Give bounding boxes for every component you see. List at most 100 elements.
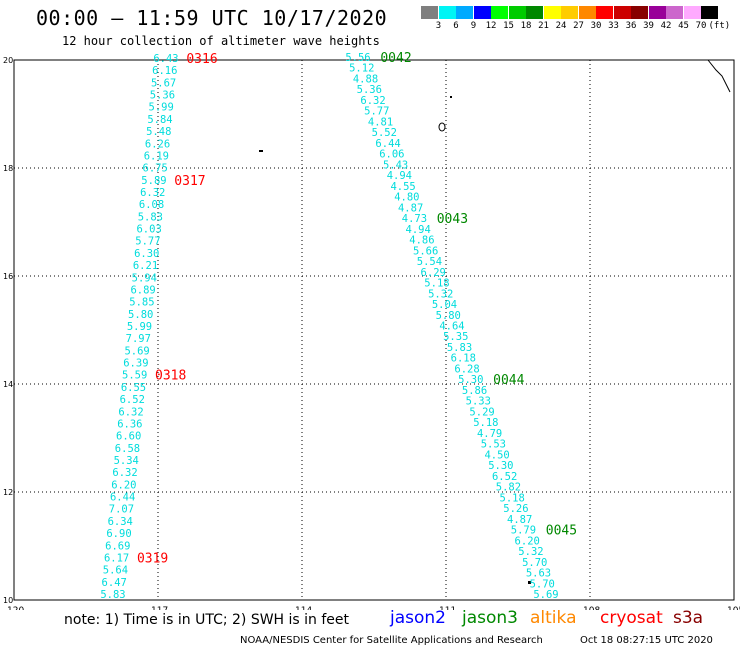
color-scale-label: 18 <box>520 21 532 31</box>
wave-height-value: 6.32 <box>118 406 143 418</box>
pass-time-label: 0045 <box>546 524 577 539</box>
wave-height-value: 6.75 <box>143 163 168 175</box>
y-tick-label: 16 <box>3 272 13 281</box>
legend-item-altika: altika <box>530 608 577 628</box>
wave-height-value: 4.87 <box>398 202 423 214</box>
wave-height-value: 6.44 <box>375 138 400 150</box>
wave-height-value: 5.67 <box>151 77 176 89</box>
color-swatch <box>683 6 701 19</box>
wave-height-value: 5.48 <box>146 126 171 138</box>
color-scale-label: 27 <box>573 21 584 31</box>
wave-height-value: 4.87 <box>507 514 532 526</box>
wave-height-value: 6.29 <box>421 267 446 279</box>
wave-height-value: 5.77 <box>364 106 389 118</box>
wave-height-value: 6.90 <box>106 528 131 540</box>
wave-height-value: 5.32 <box>428 288 453 300</box>
wave-height-value: 5.35 <box>443 331 468 343</box>
color-swatch <box>508 6 526 19</box>
color-swatch <box>631 6 648 19</box>
wave-height-value: 5.94 <box>132 272 157 284</box>
pass-time-label: 0044 <box>493 373 524 388</box>
wave-height-value: 5.89 <box>141 175 166 187</box>
wave-height-value: 6.32 <box>360 95 385 107</box>
color-scale-label: 33 <box>608 21 619 31</box>
color-swatch <box>438 6 456 19</box>
color-swatch <box>473 6 491 19</box>
wave-height-value: 6.19 <box>144 150 169 162</box>
island <box>259 150 263 152</box>
wave-height-value: 5.82 <box>496 482 521 494</box>
color-swatch <box>701 6 718 19</box>
wave-height-map: -120 -117 -114 -111 -108 -105 20 18 16 14 12 10 6.43… <box>3 51 740 610</box>
pass-time-label: 0318 <box>155 369 186 384</box>
wave-height-value: 6.39 <box>123 358 148 370</box>
wave-height-value: 5.69 <box>533 589 558 601</box>
wave-height-value: 4.86 <box>409 235 434 247</box>
page-subtitle: 12 hour collection of altimeter wave hei… <box>62 34 380 48</box>
wave-height-value: 5.53 <box>481 439 506 451</box>
color-scale-label: 30 <box>590 21 602 31</box>
wave-height-value: 6.03 <box>136 224 161 236</box>
wave-height-value: 5.84 <box>147 114 172 126</box>
island <box>450 96 452 98</box>
color-scale-label: 45 <box>678 21 689 31</box>
legend-item-jason3: jason3 <box>462 608 518 628</box>
color-scale-label: 3 <box>435 21 442 31</box>
wave-height-value: 5.26 <box>503 503 528 515</box>
wave-height-value: 6.20 <box>111 479 136 491</box>
y-tick-label: 14 <box>3 380 13 389</box>
wave-height-value: 6.32 <box>140 187 165 199</box>
legend-item-s3a: s3a <box>673 608 704 628</box>
wave-height-value: 5.83 <box>100 589 125 601</box>
wave-height-value: 6.69 <box>105 540 130 552</box>
color-swatch <box>561 6 578 19</box>
pass-time-label: 0317 <box>174 174 205 189</box>
credit-text: NOAA/NESDIS Center for Satellite Applica… <box>240 635 543 646</box>
units-note: note: 1) Time is in UTC; 2) SWH is in fe… <box>64 612 350 628</box>
wave-height-value: 6.55 <box>121 382 146 394</box>
wave-height-value: 6.44 <box>110 492 135 504</box>
wave-height-value: 6.60 <box>116 431 141 443</box>
wave-height-value: 5.12 <box>349 63 374 75</box>
wave-height-value: 5.33 <box>466 396 491 408</box>
wave-height-value: 5.99 <box>127 321 152 333</box>
map-frame <box>13 59 735 601</box>
y-tick-label: 10 <box>3 596 13 605</box>
wave-height-value: 6.21 <box>133 260 158 272</box>
island <box>528 581 531 584</box>
wave-height-value: 5.70 <box>530 578 555 590</box>
wave-height-value: 5.70 <box>522 557 547 569</box>
wave-height-value: 5.64 <box>103 565 128 577</box>
wave-height-value: 4.73 <box>402 213 427 225</box>
wave-height-value: 4.81 <box>368 116 393 128</box>
wave-height-value: 6.52 <box>492 471 517 483</box>
wave-height-value: 5.80 <box>128 309 153 321</box>
wave-height-value: 5.04 <box>432 299 457 311</box>
wave-height-value: 5.18 <box>473 417 498 429</box>
wave-height-value: 6.36 <box>117 418 142 430</box>
wave-height-value: 6.34 <box>108 516 133 528</box>
wave-height-value: 4.50 <box>484 449 509 461</box>
pass-time-label: 0043 <box>437 212 468 227</box>
wave-height-value: 6.26 <box>145 138 170 150</box>
wave-height-value: 5.52 <box>372 127 397 139</box>
wave-height-value: 4.94 <box>387 170 412 182</box>
color-scale-label: 70 <box>695 21 707 31</box>
pass-time-label: 0319 <box>137 551 168 566</box>
y-tick-label: 20 <box>3 56 13 65</box>
wave-height-value: 4.80 <box>394 192 419 204</box>
color-swatch <box>666 6 683 19</box>
wave-height-value: 5.36 <box>357 84 382 96</box>
color-scale-label: 6 <box>453 21 459 31</box>
wave-height-value: 6.52 <box>120 394 145 406</box>
color-swatch <box>491 6 508 19</box>
wave-height-value: 5.32 <box>518 546 543 558</box>
page-title: 00:00 – 11:59 UTC 10/17/2020 <box>36 6 388 30</box>
pass-time-label: 0042 <box>380 51 411 66</box>
color-scale-label: 15 <box>503 21 514 31</box>
pass-time-label: 0316 <box>186 52 217 67</box>
color-scale-label: 36 <box>625 21 637 31</box>
color-scale-label: 9 <box>470 21 477 31</box>
color-swatch <box>648 6 666 19</box>
wave-height-value: 6.28 <box>454 363 479 375</box>
